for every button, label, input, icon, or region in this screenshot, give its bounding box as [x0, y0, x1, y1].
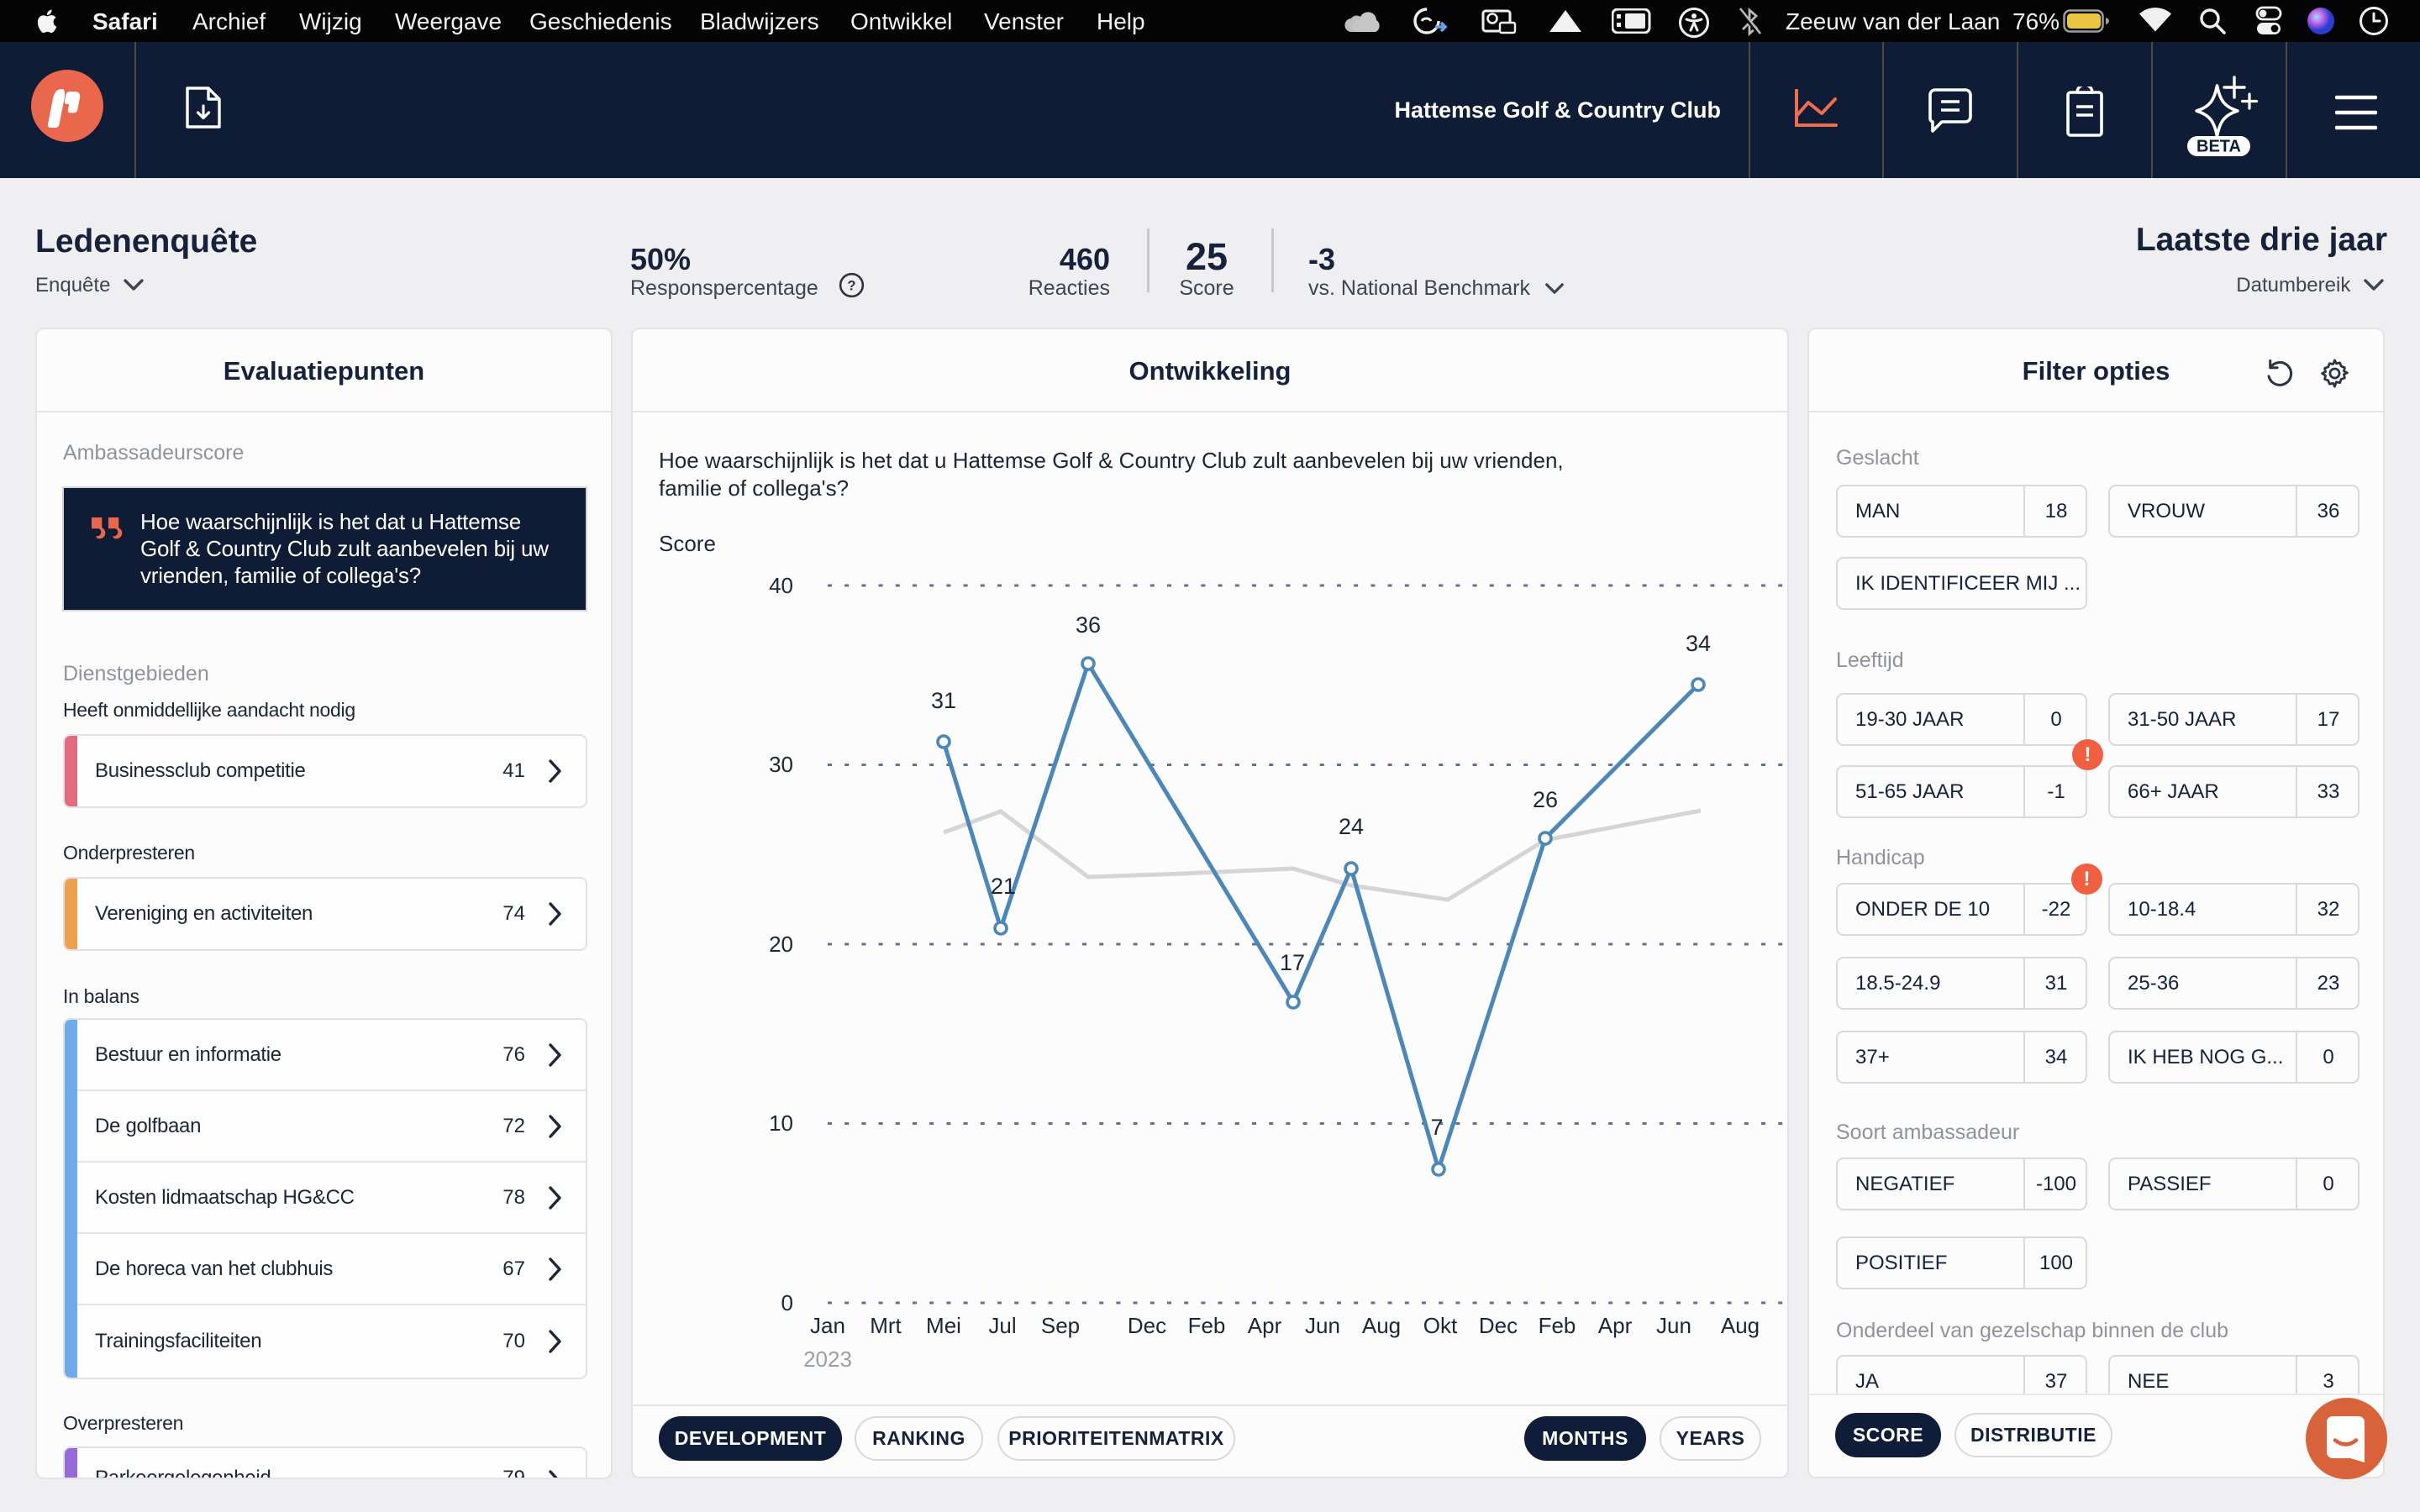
svg-text:Feb: Feb	[1539, 1313, 1576, 1338]
svg-text:Okt: Okt	[1423, 1313, 1458, 1338]
svg-text:26: 26	[1533, 787, 1558, 812]
svg-text:Apr: Apr	[1598, 1313, 1633, 1338]
svg-text:20: 20	[769, 932, 793, 957]
svg-text:Mrt: Mrt	[870, 1313, 902, 1338]
svg-text:Dec: Dec	[1479, 1313, 1518, 1338]
svg-text:Apr: Apr	[1248, 1313, 1282, 1338]
svg-text:40: 40	[769, 573, 793, 598]
svg-text:Sep: Sep	[1041, 1313, 1080, 1338]
svg-text:30: 30	[769, 752, 793, 777]
svg-text:Jul: Jul	[988, 1313, 1016, 1338]
svg-text:36: 36	[1076, 612, 1101, 638]
svg-text:10: 10	[769, 1110, 793, 1136]
svg-text:0: 0	[781, 1290, 793, 1315]
svg-text:Aug: Aug	[1362, 1313, 1401, 1338]
svg-text:7: 7	[1430, 1115, 1443, 1140]
svg-text:BETA: BETA	[2196, 138, 2241, 156]
svg-text:31: 31	[931, 688, 956, 713]
svg-text:Dec: Dec	[1128, 1313, 1166, 1338]
svg-text:Mei: Mei	[926, 1313, 961, 1338]
svg-text:34: 34	[1686, 631, 1711, 656]
svg-text:2023: 2023	[803, 1347, 852, 1372]
svg-text:Aug: Aug	[1721, 1313, 1760, 1338]
svg-text:17: 17	[1280, 950, 1305, 975]
svg-text:Jun: Jun	[1305, 1313, 1340, 1338]
svg-text:24: 24	[1339, 814, 1364, 839]
svg-text:Jun: Jun	[1656, 1313, 1691, 1338]
svg-text:Feb: Feb	[1188, 1313, 1226, 1338]
svg-text:21: 21	[991, 874, 1016, 899]
svg-text:?: ?	[848, 279, 856, 294]
svg-text:Jan: Jan	[810, 1313, 845, 1338]
